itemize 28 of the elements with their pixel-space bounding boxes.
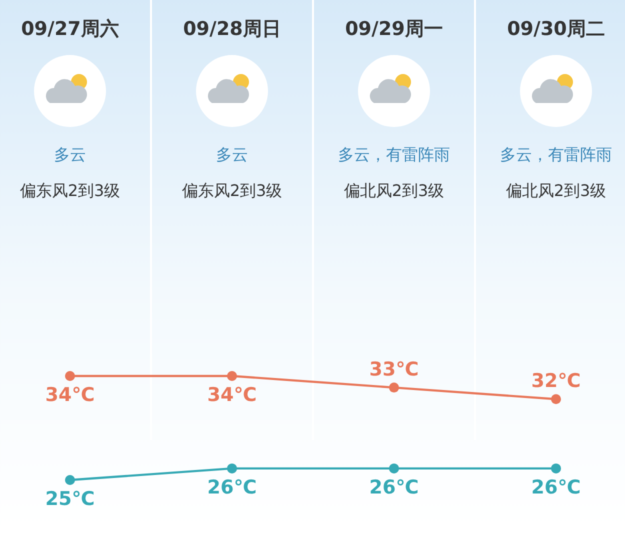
text: 偏北风2到3级 — [344, 181, 444, 200]
point — [227, 371, 237, 381]
x-tick-label: 09/27周六 — [21, 18, 119, 40]
x-tick-label: 09/30周二 — [507, 18, 605, 40]
text: 偏东风2到3级 — [20, 181, 120, 200]
text: 偏北风2到3级 — [506, 181, 606, 200]
point — [389, 463, 399, 474]
text: 多云，有雷阵雨 — [338, 145, 450, 164]
x-tick-label: 09/29周一 — [345, 18, 443, 40]
point — [551, 463, 561, 474]
data-label: 34℃ — [45, 384, 95, 406]
data-label: 33℃ — [369, 358, 419, 381]
point — [65, 371, 75, 381]
data-label: 34℃ — [207, 384, 257, 406]
data-label: 25℃ — [45, 488, 95, 510]
text: 多云 — [216, 145, 248, 164]
data-label: 26℃ — [531, 476, 581, 498]
point — [65, 475, 75, 485]
text: 多云 — [54, 145, 86, 164]
data-label: 26℃ — [207, 476, 257, 498]
point — [227, 463, 237, 474]
data-label: 32℃ — [531, 370, 581, 392]
text: 多云，有雷阵雨 — [500, 145, 612, 164]
x-tick-label: 09/28周日 — [183, 18, 281, 40]
data-label: 26℃ — [369, 476, 419, 498]
point — [551, 394, 561, 404]
point — [389, 382, 399, 393]
text: 偏东风2到3级 — [182, 181, 282, 200]
